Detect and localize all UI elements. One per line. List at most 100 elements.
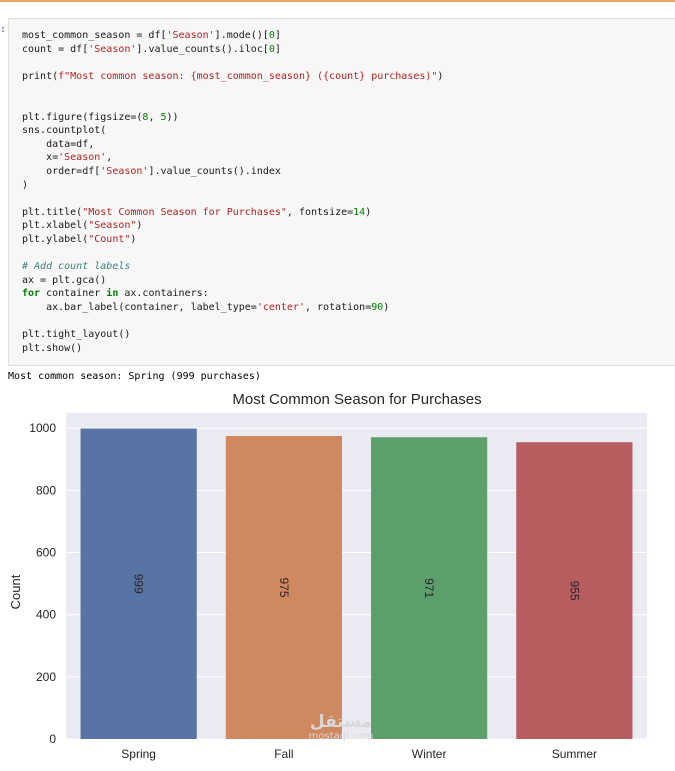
code-line: data=df,: [22, 138, 675, 152]
code-token: 90: [371, 301, 384, 313]
code-token: print(: [22, 70, 59, 82]
code-token: 0: [268, 43, 275, 55]
bar-value-label: 955: [567, 581, 581, 601]
code-token: "Most Common Season for Purchases": [82, 206, 287, 218]
code-line: plt.ylabel("Count"): [22, 233, 675, 247]
code-token: container: [40, 288, 107, 300]
code-token: ]: [274, 43, 281, 55]
cell-top-border: [0, 0, 675, 2]
code-line: for container in ax.containers:: [22, 287, 675, 301]
code-token: )): [166, 111, 179, 123]
code-token: ): [437, 70, 444, 82]
bar-summer: [516, 442, 633, 739]
code-token: 'center': [256, 301, 305, 313]
bar-fall: [225, 435, 342, 739]
code-token: , rotation=: [304, 301, 372, 313]
code-token: 'Season': [166, 30, 215, 41]
code-token: ): [383, 301, 390, 313]
code-line: [22, 97, 675, 111]
x-tick-label: Winter: [412, 747, 447, 761]
code-token: ]: [274, 30, 281, 41]
x-tick-label: Fall: [274, 747, 293, 761]
y-tick-label: 1000: [29, 421, 56, 435]
code-token: ,: [106, 152, 113, 164]
code-token: 'Season': [58, 152, 107, 164]
chart-output: 999 975 971 955 0 200 400 600 800 1000 Spring Fal…: [0, 384, 675, 767]
code-editor[interactable]: most_common_season = df['Season'].mode()…: [9, 19, 675, 355]
code-line: plt.xlabel("Season"): [22, 219, 675, 233]
code-token: 14: [353, 206, 366, 218]
code-line: ax.bar_label(container, label_type='cent…: [22, 301, 675, 315]
cell-prompt: :: [0, 24, 7, 35]
code-token: , fontsize=: [286, 206, 354, 218]
code-token: x=: [22, 152, 59, 164]
code-line: [22, 83, 675, 97]
code-line: ax = plt.gca(): [22, 274, 675, 288]
code-line: print(f"Most common season: {most_common…: [22, 70, 675, 84]
y-tick-label: 600: [36, 546, 56, 560]
bar-winter: [371, 437, 488, 739]
code-line: order=df['Season'].value_counts().index: [22, 165, 675, 179]
code-token: ax.containers:: [118, 288, 209, 300]
code-token: for: [22, 288, 41, 300]
code-token: 8: [142, 111, 149, 123]
code-token: count = df[: [22, 43, 89, 55]
code-token: ): [130, 233, 137, 245]
code-token: "Count": [88, 233, 131, 245]
code-token: plt.title(: [22, 206, 83, 218]
bar-spring: [80, 428, 197, 739]
x-tick-labels: Spring Fall Winter Summer: [121, 747, 597, 761]
bar-labels: 999 975 971 955: [132, 574, 582, 601]
y-tick-label: 800: [36, 483, 56, 497]
y-tick-labels: 0 200 400 600 800 1000: [29, 421, 56, 746]
code-line: most_common_season = df['Season'].mode()…: [22, 29, 675, 43]
code-token: data=df,: [22, 138, 95, 150]
code-token: ].value_counts().iloc[: [136, 43, 269, 55]
code-cell[interactable]: most_common_season = df['Season'].mode()…: [8, 18, 675, 366]
bar-chart: 999 975 971 955 0 200 400 600 800 1000 Spring Fal…: [8, 391, 647, 761]
code-line: sns.countplot(: [22, 124, 675, 138]
bar-value-label: 999: [132, 574, 146, 594]
code-token: ): [136, 220, 143, 232]
y-tick-label: 0: [49, 732, 56, 746]
code-token: most_common_season = df[: [22, 30, 167, 41]
code-token: plt.xlabel(: [22, 220, 89, 232]
code-token: sns.countplot(: [22, 125, 107, 137]
x-tick-label: Summer: [552, 747, 597, 761]
code-token: f"Most common season: {most_common_seaso…: [58, 70, 438, 82]
code-token: ax = plt.gca(): [22, 274, 107, 286]
code-token: plt.figure(figsize=(: [22, 111, 143, 123]
code-line: plt.figure(figsize=(8, 5)): [22, 111, 675, 125]
code-line: [22, 247, 675, 261]
code-token: ,: [148, 111, 161, 123]
code-line: [22, 56, 675, 70]
code-token: plt.tight_layout(): [22, 329, 131, 341]
code-token: plt.show(): [22, 342, 83, 354]
code-token: 'Season': [88, 43, 137, 55]
bars: [80, 428, 633, 739]
code-line: plt.show(): [22, 342, 675, 356]
code-line: plt.title("Most Common Season for Purcha…: [22, 206, 675, 220]
code-token: ): [22, 179, 29, 191]
y-axis-label: Count: [8, 574, 23, 609]
code-token: in: [106, 288, 119, 300]
code-line: [22, 192, 675, 206]
code-token: ): [365, 206, 372, 218]
code-line: count = df['Season'].value_counts().iloc…: [22, 43, 675, 57]
code-line: # Add count labels: [22, 260, 675, 274]
x-tick-label: Spring: [121, 747, 156, 761]
code-token: plt.ylabel(: [22, 233, 89, 245]
code-token: 'Season': [100, 165, 149, 177]
chart-title: Most Common Season for Purchases: [232, 391, 481, 408]
y-tick-label: 200: [36, 670, 56, 684]
code-token: 5: [160, 111, 167, 123]
code-token: 0: [268, 30, 275, 41]
code-token: order=df[: [22, 165, 101, 177]
code-token: "Season": [88, 220, 137, 232]
code-token: ax.bar_label(container, label_type=: [22, 301, 257, 313]
code-token: ].mode()[: [214, 30, 269, 41]
code-line: plt.tight_layout(): [22, 328, 675, 342]
code-line: ): [22, 179, 675, 193]
code-token: # Add count labels: [22, 261, 131, 273]
code-token: ].value_counts().index: [148, 165, 281, 177]
